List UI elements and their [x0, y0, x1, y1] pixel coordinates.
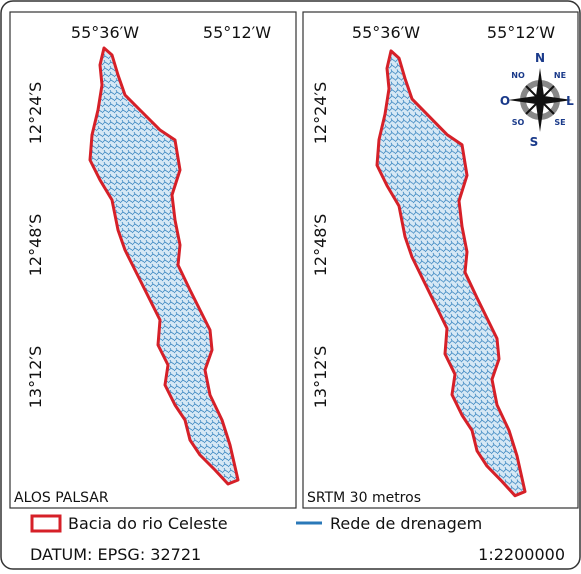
lat-label: 13°12′S: [311, 346, 330, 409]
lat-label: 12°48′S: [311, 214, 330, 277]
compass-rose: [508, 68, 572, 132]
lat-label: 12°48′S: [26, 214, 45, 277]
compass-label: S: [530, 135, 539, 149]
compass-label: L: [566, 94, 574, 108]
panel-frame: [302, 11, 579, 509]
compass-label: O: [500, 94, 510, 108]
panel-title: ALOS PALSAR: [14, 490, 109, 506]
lon-label: 55°12′W: [203, 23, 271, 42]
lon-label: 55°36′W: [71, 23, 139, 42]
compass-label: NO: [511, 71, 525, 80]
compass-label: SE: [554, 118, 565, 127]
legend-label: Rede de drenagem: [330, 514, 482, 533]
compass-label: N: [535, 51, 545, 65]
panel-title: SRTM 30 metros: [307, 490, 421, 506]
lat-label: 13°12′S: [26, 346, 45, 409]
lon-label: 55°12′W: [487, 23, 555, 42]
lat-label: 12°24′S: [26, 82, 45, 145]
lon-label: 55°36′W: [352, 23, 420, 42]
compass-label: NE: [554, 71, 566, 80]
legend-swatch: [30, 514, 62, 533]
compass-label: SO: [512, 118, 525, 127]
panel-frame: [9, 11, 297, 509]
lat-label: 12°24′S: [311, 82, 330, 145]
scale: 1:2200000: [478, 545, 565, 564]
datum: DATUM: EPSG: 32721: [30, 545, 201, 564]
legend-label: Bacia do rio Celeste: [68, 514, 228, 533]
